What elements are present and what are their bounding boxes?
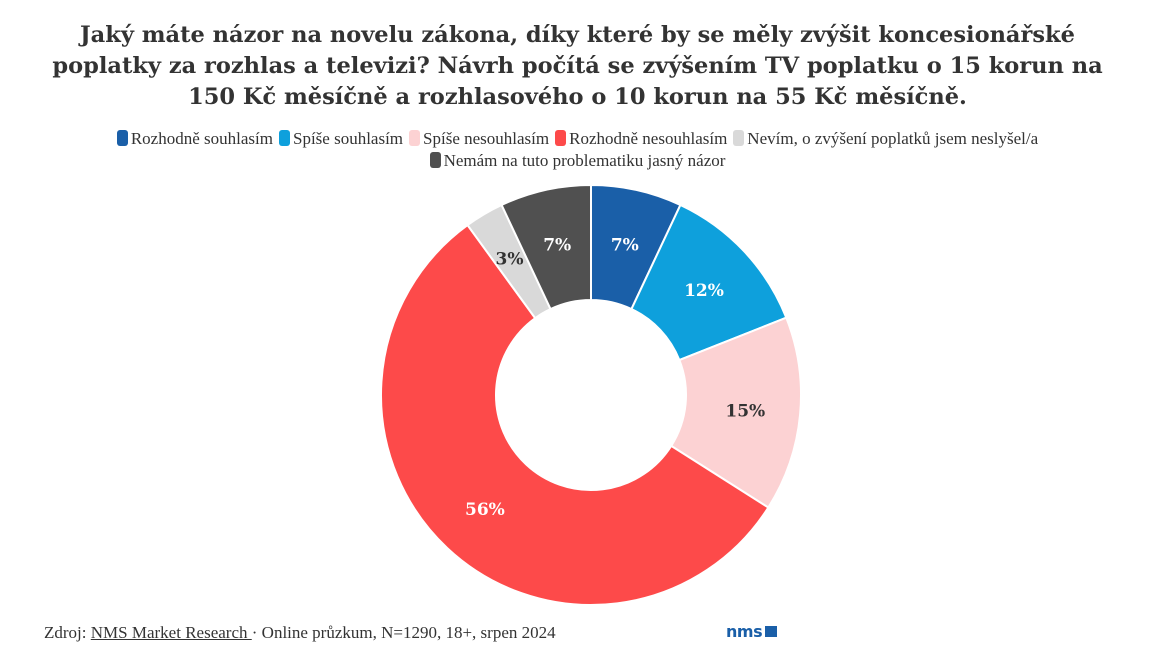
legend-swatch — [555, 130, 567, 146]
legend-swatch — [733, 130, 745, 146]
legend-item[interactable]: Spíše nesouhlasím — [409, 128, 549, 150]
chart-title: Jaký máte názor na novelu zákona, díky k… — [52, 22, 1103, 110]
legend-swatch — [429, 152, 441, 168]
source-link[interactable]: NMS Market Research — [90, 623, 252, 642]
logo-square — [765, 626, 778, 637]
data-label: 15% — [725, 402, 765, 422]
data-label: 7% — [543, 236, 571, 256]
legend-item[interactable]: Nemám na tuto problematiku jasný názor — [429, 150, 726, 172]
source-prefix: Zdroj: — [44, 623, 91, 642]
legend-swatch — [409, 130, 421, 146]
legend-label: Nemám na tuto problematiku jasný názor — [443, 151, 726, 170]
legend-label: Nevím, o zvýšení poplatků jsem neslyšel/… — [747, 129, 1039, 148]
legend-label: Rozhodně souhlasím — [130, 129, 273, 148]
legend-item[interactable]: Nevím, o zvýšení poplatků jsem neslyšel/… — [733, 128, 1038, 150]
donut-slice[interactable] — [669, 316, 802, 509]
donut-slice[interactable] — [500, 183, 592, 311]
legend-item[interactable]: Rozhodně souhlasím — [116, 128, 273, 150]
logo-text: nms — [726, 622, 763, 641]
legend-swatch — [116, 130, 128, 146]
legend-label: Spíše nesouhlasím — [423, 129, 550, 148]
legend-item[interactable]: Spíše souhlasím — [278, 128, 404, 150]
legend: Rozhodně souhlasím Spíše souhlasím Spíše n… — [30, 128, 1125, 172]
data-label: 12% — [684, 281, 724, 301]
legend-label: Rozhodně nesouhlasím — [569, 129, 728, 148]
footer: Zdroj: NMS Market Research · Online průz… — [44, 623, 556, 643]
donut-slice[interactable] — [380, 223, 770, 606]
data-label: 56% — [465, 500, 505, 520]
data-label: 7% — [611, 236, 639, 256]
source-details: · Online průzkum, N=1290, 18+, srpen 202… — [251, 623, 556, 642]
donut-slice[interactable] — [630, 203, 788, 362]
data-label: 3% — [496, 249, 524, 269]
nms-logo: nms — [726, 622, 778, 641]
legend-item[interactable]: Rozhodně nesouhlasím — [555, 128, 727, 150]
legend-label: Spíše souhlasím — [292, 129, 404, 148]
legend-swatch — [278, 130, 290, 146]
